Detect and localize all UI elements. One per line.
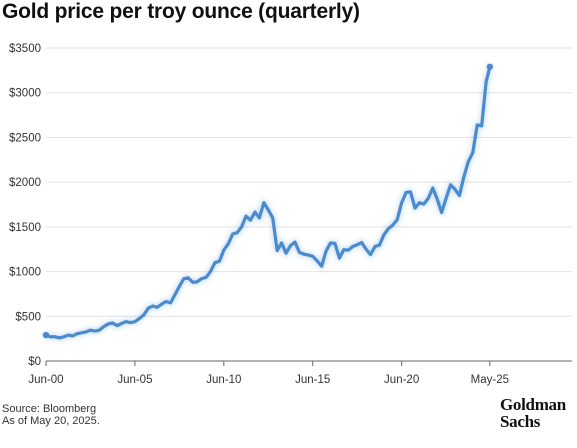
y-tick-label: $3000 bbox=[9, 88, 41, 100]
series-line bbox=[44, 65, 492, 340]
y-tick-label: $1000 bbox=[9, 267, 41, 279]
y-axis-tick-labels: $0 $500 $1000 $1500 $2000 $2500 $3000 $3500 bbox=[9, 43, 41, 368]
as-of-date: As of May 20, 2025. bbox=[2, 415, 100, 427]
chart-footer: Source: Bloomberg As of May 20, 2025. bbox=[2, 403, 100, 427]
y-tick-label: $500 bbox=[15, 311, 41, 323]
logo-line-2: Sachs bbox=[500, 412, 541, 431]
x-tick-label: Jun-15 bbox=[295, 374, 330, 386]
y-tick-label: $2500 bbox=[9, 132, 41, 144]
y-tick-label: $0 bbox=[28, 356, 41, 368]
x-tick-label: Jun-10 bbox=[206, 374, 241, 386]
series-gold-price bbox=[42, 63, 494, 342]
series-start-point bbox=[42, 331, 50, 339]
x-axis bbox=[45, 360, 572, 366]
grid-lines bbox=[46, 47, 572, 317]
x-tick-label: Jun-20 bbox=[384, 374, 419, 386]
x-axis-tick-labels: Jun-00 Jun-05 Jun-10 Jun-15 Jun-20 May-25 bbox=[28, 374, 509, 386]
y-tick-label: $3500 bbox=[9, 43, 41, 55]
x-tick-label: Jun-05 bbox=[117, 374, 152, 386]
x-tick-label: Jun-00 bbox=[28, 374, 63, 386]
goldman-sachs-logo: Goldman Sachs bbox=[500, 396, 576, 430]
chart-title: Gold price per troy ounce (quarterly) bbox=[2, 0, 360, 23]
series-end-point bbox=[486, 63, 494, 70]
x-tick-label: May-25 bbox=[471, 374, 509, 386]
y-tick-label: $2000 bbox=[9, 177, 41, 189]
y-tick-label: $1500 bbox=[9, 222, 41, 234]
source-note: Source: Bloomberg bbox=[2, 403, 97, 415]
logo-line-1: Goldman bbox=[500, 395, 566, 414]
